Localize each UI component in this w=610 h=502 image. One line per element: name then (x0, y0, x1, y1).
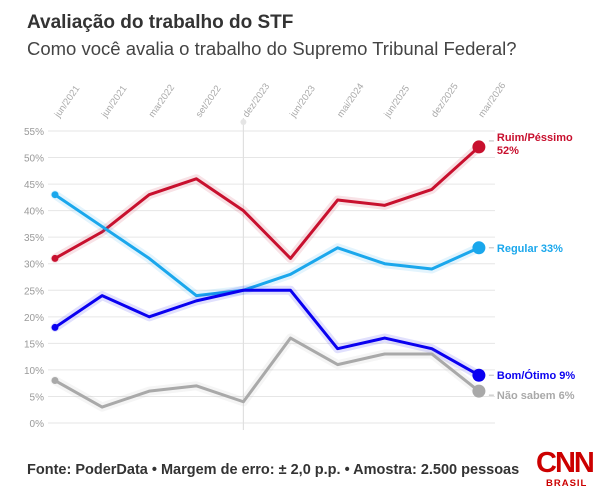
series-end-point (472, 384, 486, 398)
y-tick-label: 5% (30, 392, 45, 403)
grid-lines (48, 118, 495, 430)
series-line-1 (53, 145, 481, 260)
series-start-point (51, 323, 59, 331)
series-label: Bom/Ótimo 9% (497, 369, 575, 382)
cnn-brasil-logo: CNN BRASIL (536, 447, 595, 493)
y-axis-labels: 0% 5% 10% 15% 20% 25% 30% 35% 40% 45% 50% 55% (24, 127, 44, 430)
y-tick-label: 0% (30, 419, 45, 430)
line-chart: jun/2021 jun/2021 mar2022 set/2022 dez/2023 j… (24, 81, 575, 430)
series-lines (50, 142, 484, 412)
x-tick-label: jun/2023 (287, 84, 317, 121)
series-end-point (472, 368, 486, 382)
series-start-point (51, 191, 59, 199)
series-label: Não sabem 6% (497, 390, 575, 402)
chart-subtitle: Como você avalia o trabalho do Supremo T… (27, 38, 517, 59)
x-tick-label: mar/2026 (476, 81, 508, 120)
series-start-point (51, 254, 59, 262)
series-line-2 (53, 193, 481, 298)
series-label-name: Ruim/Péssimo (497, 132, 573, 144)
chart-title: Avaliação do trabalho do STF (27, 12, 294, 33)
brasil-logo-text: BRASIL (546, 478, 588, 489)
x-tick-label: jun/2021 (52, 84, 82, 121)
highlight-marker (240, 119, 247, 125)
y-tick-label: 15% (24, 339, 44, 350)
series-line-4 (53, 336, 481, 409)
cnn-logo-text: CNN (536, 447, 595, 479)
series-end-point (472, 140, 486, 154)
series-line-glow (50, 190, 484, 301)
x-tick-label: jun/2021 (99, 84, 129, 121)
x-axis-labels: jun/2021 jun/2021 mar2022 set/2022 dez/2023 j… (52, 81, 509, 121)
y-tick-label: 45% (24, 180, 44, 191)
x-tick-label: jun/2025 (382, 84, 412, 121)
x-tick-label: mai/2024 (335, 81, 366, 119)
x-tick-label: set/2022 (194, 84, 224, 120)
y-tick-label: 35% (24, 233, 44, 244)
series-label-value: 52% (497, 145, 519, 157)
series-label: Regular 33% (497, 243, 563, 255)
y-tick-label: 25% (24, 286, 44, 297)
y-tick-label: 30% (24, 260, 44, 271)
y-tick-label: 40% (24, 207, 44, 218)
y-tick-label: 10% (24, 366, 44, 377)
series-line-3 (53, 288, 481, 377)
y-tick-label: 55% (24, 127, 44, 138)
x-tick-label: mar2022 (147, 83, 178, 120)
series-end-point (472, 241, 486, 255)
y-tick-label: 50% (24, 154, 44, 165)
series-start-point (51, 377, 59, 385)
x-tick-label: dez/2025 (429, 81, 460, 119)
y-tick-label: 20% (24, 313, 44, 324)
source-footer: Fonte: PoderData • Margem de erro: ± 2,0… (27, 462, 520, 478)
x-tick-label: dez/2023 (241, 81, 272, 119)
